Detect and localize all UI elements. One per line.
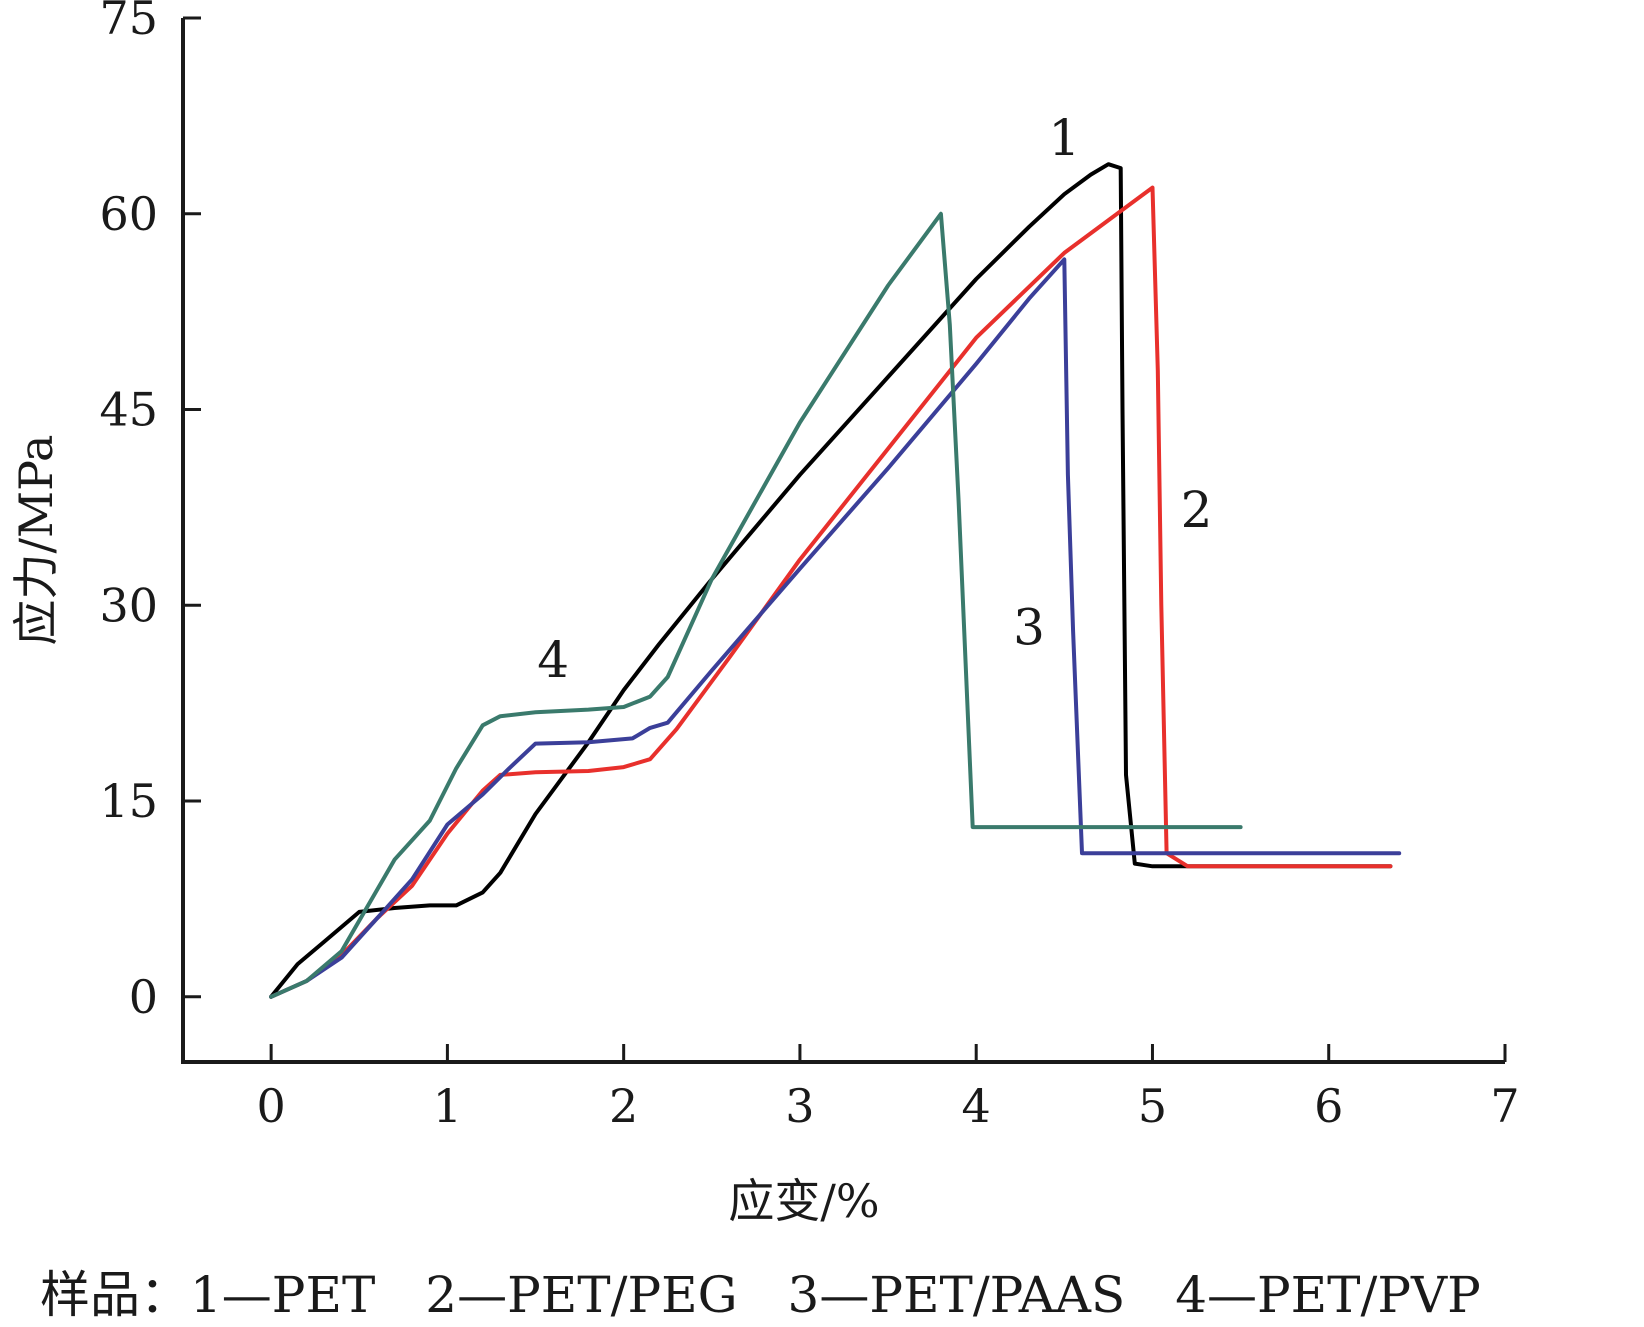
- y-tick-label: 60: [99, 187, 158, 241]
- series-labels: 1 2 3 4: [537, 109, 1212, 689]
- x-ticks: 0 1 2 3 4 5 6 7: [256, 1044, 1520, 1133]
- x-tick-label: 4: [962, 1079, 991, 1133]
- series-label-4: 4: [537, 631, 569, 689]
- series-label-1: 1: [1048, 109, 1080, 167]
- series-line-1: [269, 162, 1393, 999]
- x-tick-label: 5: [1138, 1079, 1167, 1133]
- series-line-4: [269, 211, 1243, 999]
- series-line-2: [269, 185, 1393, 999]
- y-tick-label: 15: [99, 774, 158, 828]
- y-tick-label: 45: [99, 383, 158, 437]
- series-line-3: [269, 257, 1402, 999]
- y-ticks: 0 15 30 45 60 75: [99, 0, 201, 1024]
- sample-legend-caption: 样品：1—PET 2—PET/PEG 3—PET/PAAS 4—PET/PVP: [40, 1266, 1481, 1324]
- x-axis-label: 应变/%: [728, 1174, 879, 1228]
- y-axis-label: 应力/MPa: [9, 435, 63, 646]
- series-label-3: 3: [1013, 598, 1045, 656]
- axes: [181, 18, 1505, 1064]
- y-tick-label: 30: [99, 578, 158, 632]
- series-lines: [269, 162, 1402, 999]
- x-tick-label: 7: [1490, 1079, 1519, 1133]
- y-tick-label: 0: [129, 970, 158, 1024]
- x-tick-label: 1: [433, 1079, 462, 1133]
- x-tick-label: 6: [1314, 1079, 1343, 1133]
- y-tick-label: 75: [99, 0, 158, 45]
- series-label-2: 2: [1181, 481, 1213, 539]
- x-tick-label: 2: [609, 1079, 638, 1133]
- x-tick-label: 3: [785, 1079, 814, 1133]
- x-tick-label: 0: [256, 1079, 285, 1133]
